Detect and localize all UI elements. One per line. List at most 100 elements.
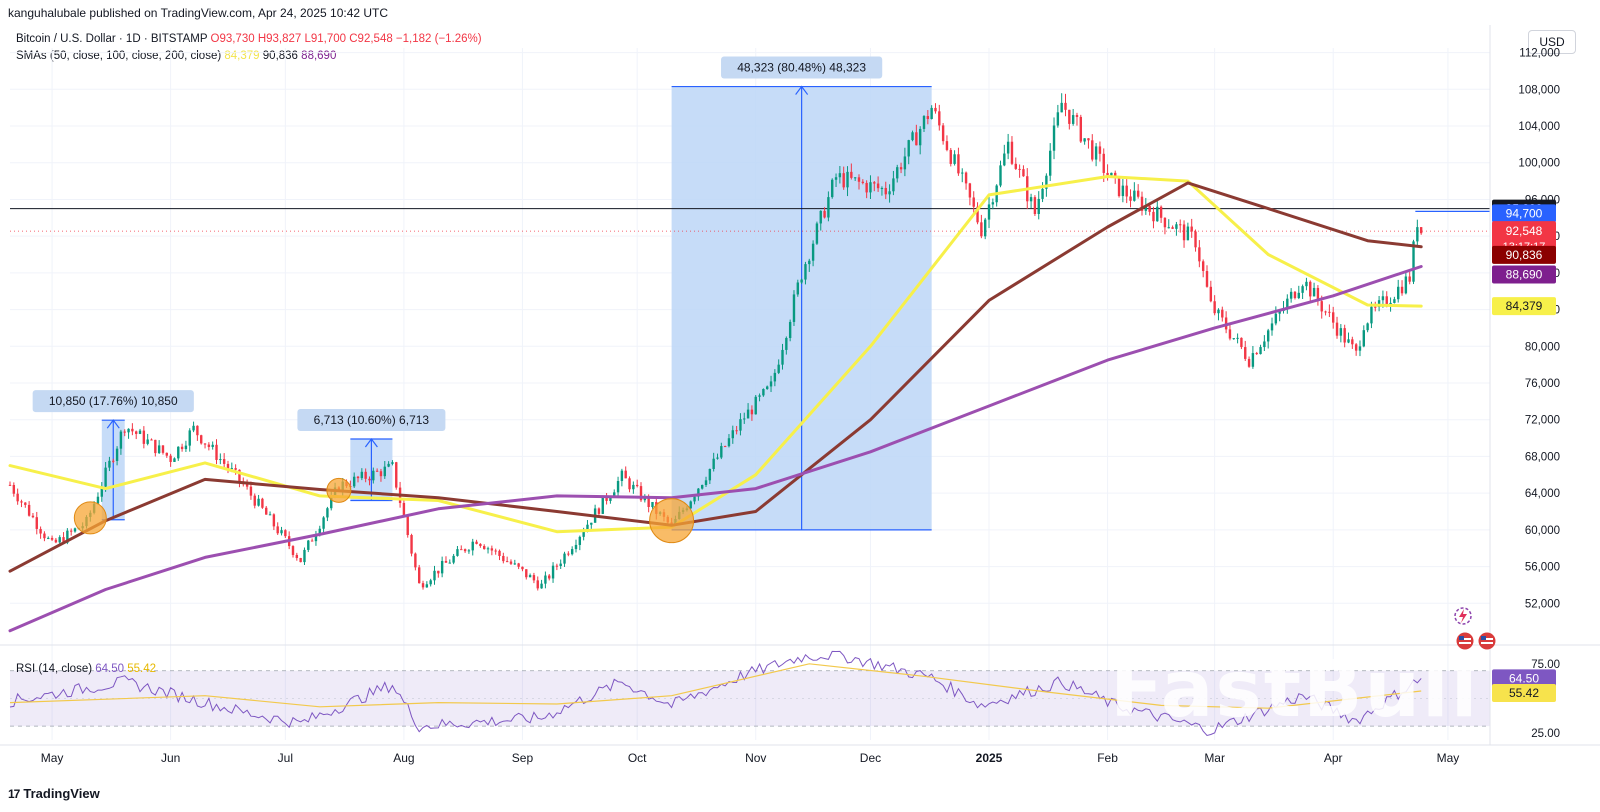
candle-body [1228, 329, 1232, 339]
measure-label: 6,713 (10.60%) 6,713 [314, 413, 430, 427]
candle-body [1332, 312, 1335, 323]
sma200-price-label: 88,690 [1506, 268, 1543, 282]
candle-body [1133, 190, 1136, 201]
candle-body [831, 179, 834, 198]
candle-body [792, 294, 796, 322]
candle-body [915, 132, 918, 146]
candle-body [498, 550, 501, 556]
candle-body [1213, 301, 1216, 314]
candle-body [452, 555, 455, 563]
candle-body [635, 484, 639, 487]
candle-body [628, 478, 631, 490]
candle-body [1071, 115, 1075, 124]
candle-body [1140, 196, 1144, 211]
candle-body [605, 496, 608, 501]
time-axis-label: Oct [628, 751, 647, 765]
candle-body [1091, 140, 1094, 160]
candle-body [505, 561, 509, 563]
candle-body [838, 173, 842, 178]
lightning-icon[interactable] [1452, 605, 1474, 627]
candle-body [372, 470, 375, 481]
candle-body [1045, 175, 1048, 189]
candle-body [326, 508, 329, 518]
candle-body [1370, 306, 1373, 324]
last-price-label: 92,548 [1506, 224, 1543, 238]
candle-body [219, 459, 222, 461]
rsi-legend[interactable]: RSI (14, close) 64.50 55.42 [16, 663, 156, 675]
currency-button[interactable]: USD [1528, 30, 1576, 54]
candle-body [1087, 138, 1090, 141]
candle-body [540, 583, 543, 589]
time-axis-label: May [1437, 751, 1460, 765]
candle-body [1052, 125, 1056, 151]
candle-body [834, 177, 838, 180]
candle-body [586, 524, 589, 532]
price-axis-label: 68,000 [1525, 451, 1560, 463]
candle-body [968, 183, 972, 198]
candle-body [762, 389, 765, 396]
candle-body [896, 167, 899, 179]
candle-body [463, 549, 467, 552]
candle-body [12, 485, 16, 494]
candle-body [322, 517, 325, 529]
candle-body [758, 395, 761, 397]
candle-body [421, 583, 425, 588]
candle-body [391, 462, 394, 464]
candle-body [1144, 205, 1148, 211]
candle-body [1301, 286, 1304, 293]
candle-body [754, 396, 757, 415]
candle-body [1251, 353, 1255, 367]
candle-body [1266, 330, 1270, 342]
candle-body [957, 154, 960, 174]
candle-body [926, 116, 930, 120]
candle-body [819, 210, 822, 224]
candle-body [800, 279, 803, 283]
rsi-value-label: 64.50 [1509, 671, 1539, 685]
candle-body [1125, 185, 1128, 197]
candle-body [911, 132, 914, 141]
candle-body [31, 515, 35, 518]
candle-body [456, 549, 459, 556]
candle-body [131, 428, 134, 432]
time-axis-label: 2025 [976, 751, 1003, 765]
candle-body [1259, 347, 1262, 355]
candle-body [934, 107, 937, 112]
candle-body [980, 222, 983, 237]
candle-body [513, 563, 517, 565]
tradingview-brand[interactable]: 17 TradingView [8, 786, 100, 801]
candle-body [43, 533, 46, 539]
candle-body [551, 565, 555, 579]
candle-body [1083, 138, 1086, 142]
rsi-ma-line [9, 663, 1422, 709]
candle-body [899, 167, 903, 170]
candle-body [873, 182, 876, 184]
candle-body [938, 111, 941, 126]
candle-body [104, 467, 107, 487]
candle-body [750, 409, 754, 415]
candle-body [154, 439, 157, 454]
candle-body [146, 439, 149, 444]
candle-body [1358, 346, 1362, 351]
candle-body [1354, 344, 1358, 351]
candle-body [865, 182, 868, 193]
candle-body [127, 428, 130, 433]
candle-body [108, 460, 111, 468]
candle-body [1351, 339, 1354, 345]
symbol-legend[interactable]: Bitcoin / U.S. Dollar · 1D · BITSTAMP O9… [16, 33, 482, 45]
candle-body [425, 584, 429, 588]
candle-body [1324, 311, 1327, 313]
candle-body [727, 438, 731, 447]
time-axis-label: Jun [161, 751, 180, 765]
flags-icon[interactable] [1452, 630, 1502, 652]
candle-body [58, 537, 61, 543]
candle-body [991, 202, 995, 205]
candle-body [39, 528, 42, 534]
candle-body [945, 141, 949, 150]
candle-body [188, 430, 191, 446]
candle-body [811, 243, 815, 261]
candle-body [731, 430, 734, 439]
candle-body [1003, 153, 1006, 166]
candle-body [1190, 226, 1193, 232]
candle-body [1400, 286, 1404, 294]
